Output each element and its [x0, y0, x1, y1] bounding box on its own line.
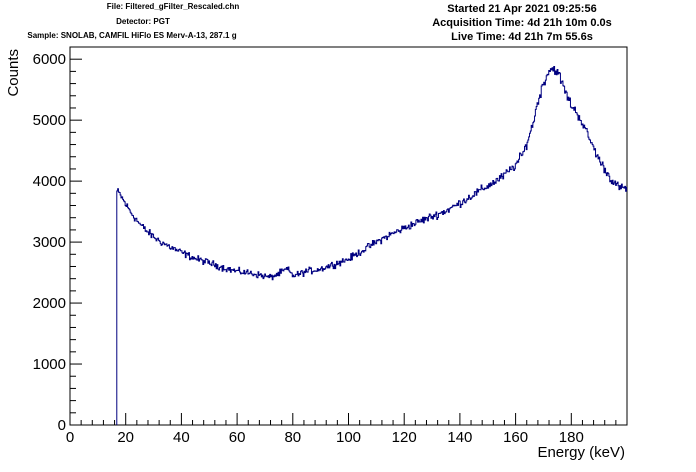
acquisition-time-label: Acquisition Time: 4d 21h 10m 0.0s	[432, 17, 612, 29]
x-tick-label-60: 60	[229, 429, 246, 446]
x-tick-label-80: 80	[284, 429, 301, 446]
y-tick-label-5000: 5000	[33, 112, 66, 129]
x-tick-label-20: 20	[117, 429, 134, 446]
y-axis-tick-labels: 0 1000 2000 3000 4000 5000 6000	[33, 51, 66, 434]
y-tick-label-3000: 3000	[33, 234, 66, 251]
x-tick-label-120: 120	[392, 429, 417, 446]
x-axis-ticks	[69, 413, 628, 425]
spectrum-series-line	[116, 66, 627, 425]
x-tick-label-40: 40	[173, 429, 190, 446]
started-label: Started 21 Apr 2021 09:25:56	[447, 3, 596, 15]
x-axis-title: Energy (keV)	[537, 444, 625, 461]
y-tick-label-2000: 2000	[33, 295, 66, 312]
y-tick-label-6000: 6000	[33, 51, 66, 68]
y-tick-label-4000: 4000	[33, 173, 66, 190]
x-tick-label-100: 100	[336, 429, 361, 446]
y-axis-ticks	[70, 46, 82, 426]
y-tick-label-0: 0	[58, 417, 66, 434]
y-axis-title: Counts	[5, 49, 22, 97]
x-tick-label-140: 140	[447, 429, 472, 446]
live-time-label: Live Time: 4d 21h 7m 55.6s	[451, 31, 593, 43]
x-tick-label-0: 0	[66, 429, 74, 446]
x-tick-label-160: 160	[503, 429, 528, 446]
x-tick-label-180: 180	[559, 429, 584, 446]
file-label: File: Filtered_gFilter_Rescaled.chn	[107, 2, 240, 11]
detector-label: Detector: PGT	[116, 17, 170, 26]
x-axis-tick-labels: 0 20 40 60 80 100 120 140 160 180	[66, 429, 584, 446]
y-tick-label-1000: 1000	[33, 356, 66, 373]
sample-label: Sample: SNOLAB, CAMFIL HiFlo ES Merv-A-1…	[27, 31, 236, 40]
